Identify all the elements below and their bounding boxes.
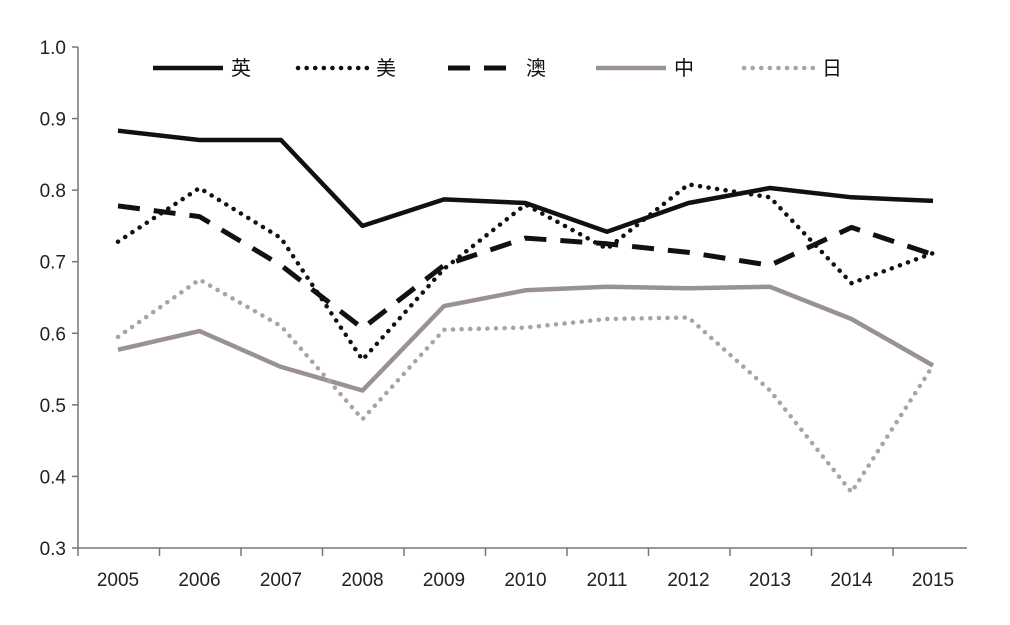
legend-label-2: 美 (376, 57, 396, 80)
y-tick-label: 0.5 (40, 396, 66, 417)
legend-label-1: 英 (231, 57, 251, 80)
x-tick-label: 2010 (504, 570, 546, 591)
series-line-1 (117, 128, 934, 234)
legend: 英美澳中日 (153, 57, 842, 80)
x-tick-label: 2006 (178, 570, 220, 591)
legend-label-3: 澳 (526, 57, 546, 80)
series-line-2 (115, 182, 936, 363)
series-line-3 (117, 203, 934, 331)
x-tick-label: 2009 (423, 570, 465, 591)
x-tick-label: 2015 (912, 570, 954, 591)
x-tick-label: 2007 (260, 570, 302, 591)
y-tick-label: 0.9 (40, 110, 66, 131)
series-group (115, 128, 936, 495)
x-tick-label: 2012 (667, 570, 709, 591)
y-tick-label: 1.0 (40, 38, 66, 59)
y-tick-label: 0.8 (40, 181, 66, 202)
legend-label-5: 日 (822, 58, 842, 80)
series-line-4 (117, 284, 935, 393)
y-tick-label: 0.6 (40, 324, 66, 345)
y-tick-label: 0.3 (40, 539, 66, 560)
x-tick-label: 2014 (830, 570, 873, 591)
x-tick-label: 2013 (749, 570, 791, 591)
axes: 0.3 0.4 0.5 0.6 0.7 0.8 0.9 1.0 2005 2006 2007 2008… (40, 38, 967, 591)
x-tick-label: 2005 (97, 570, 139, 591)
y-tick-label: 0.4 (40, 467, 67, 488)
x-tick-label: 2011 (587, 570, 628, 591)
x-tick-label: 2008 (341, 570, 383, 591)
series-line-5 (115, 277, 936, 495)
legend-label-4: 中 (674, 57, 694, 80)
y-tick-label: 0.7 (40, 253, 66, 274)
